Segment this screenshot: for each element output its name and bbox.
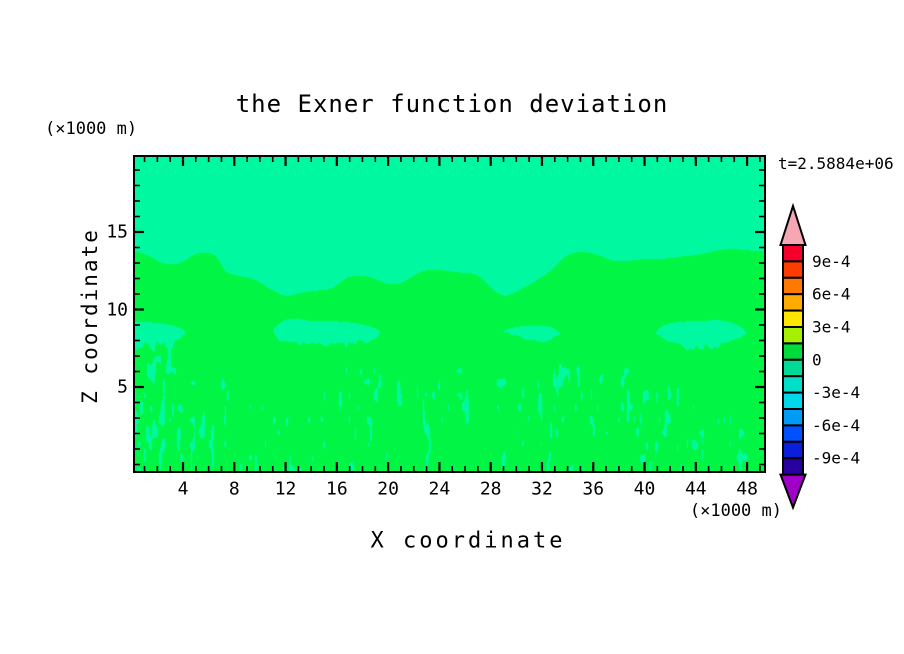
colorbar-segment (782, 408, 804, 427)
x-tick-label: 12 (274, 478, 297, 500)
y-tick-label: 15 (106, 221, 128, 243)
x-tick-label: 28 (479, 478, 502, 500)
colorbar-label: 6e-4 (812, 285, 851, 304)
x-axis-unit-label: (×1000 m) (689, 501, 782, 521)
colorbar-segment (782, 309, 804, 328)
x-tick-label: 32 (531, 478, 553, 500)
x-tick-label: 16 (325, 478, 348, 500)
colorbar-label: -9e-4 (812, 449, 860, 468)
colorbar: 9e-4 6e-4 3e-4 0 -3e-4 -6e-4 -9e-4 (779, 202, 860, 511)
y-axis-unit-label: (×1000 m) (45, 119, 138, 139)
colorbar-segment (782, 358, 804, 378)
y-axis-title: Z coordinate (78, 228, 102, 404)
colorbar-segment (782, 440, 804, 460)
colorbar-segment (782, 326, 804, 345)
colorbar-segment (782, 260, 804, 279)
colorbar-under-arrow (779, 473, 807, 511)
y-tick-label: 10 (106, 299, 128, 320)
colorbar-segment (782, 375, 804, 394)
colorbar-segment (782, 342, 804, 361)
x-tick-label: 36 (582, 478, 605, 500)
time-label: t=2.5884e+06 (778, 154, 894, 173)
colorbar-segment (782, 244, 804, 263)
chart-title: the Exner function deviation (235, 90, 669, 118)
x-tick-label: 44 (684, 478, 707, 500)
x-tick-label: 8 (228, 478, 240, 500)
colorbar-segment (782, 457, 804, 476)
colorbar-segment (782, 293, 804, 312)
colorbar-over-arrow (779, 202, 807, 246)
contour-field-canvas (135, 157, 764, 471)
colorbar-label: -3e-4 (812, 383, 860, 402)
x-tick-label: 40 (633, 478, 656, 500)
colorbar-segment (782, 424, 804, 443)
x-tick-label: 4 (177, 478, 189, 500)
plot-area (133, 155, 766, 473)
x-tick-label: 24 (428, 478, 451, 500)
y-tick-label: 5 (117, 376, 128, 398)
colorbar-label: 9e-4 (812, 252, 851, 271)
colorbar-label: 3e-4 (812, 318, 851, 337)
colorbar-segment (782, 391, 804, 411)
x-axis-title: X coordinate (370, 528, 566, 554)
colorbar-label: 0 (812, 350, 822, 369)
colorbar-label: -6e-4 (812, 416, 860, 435)
colorbar-segment (782, 276, 804, 296)
x-tick-label: 20 (377, 478, 399, 500)
x-tick-label: 48 (736, 478, 758, 500)
